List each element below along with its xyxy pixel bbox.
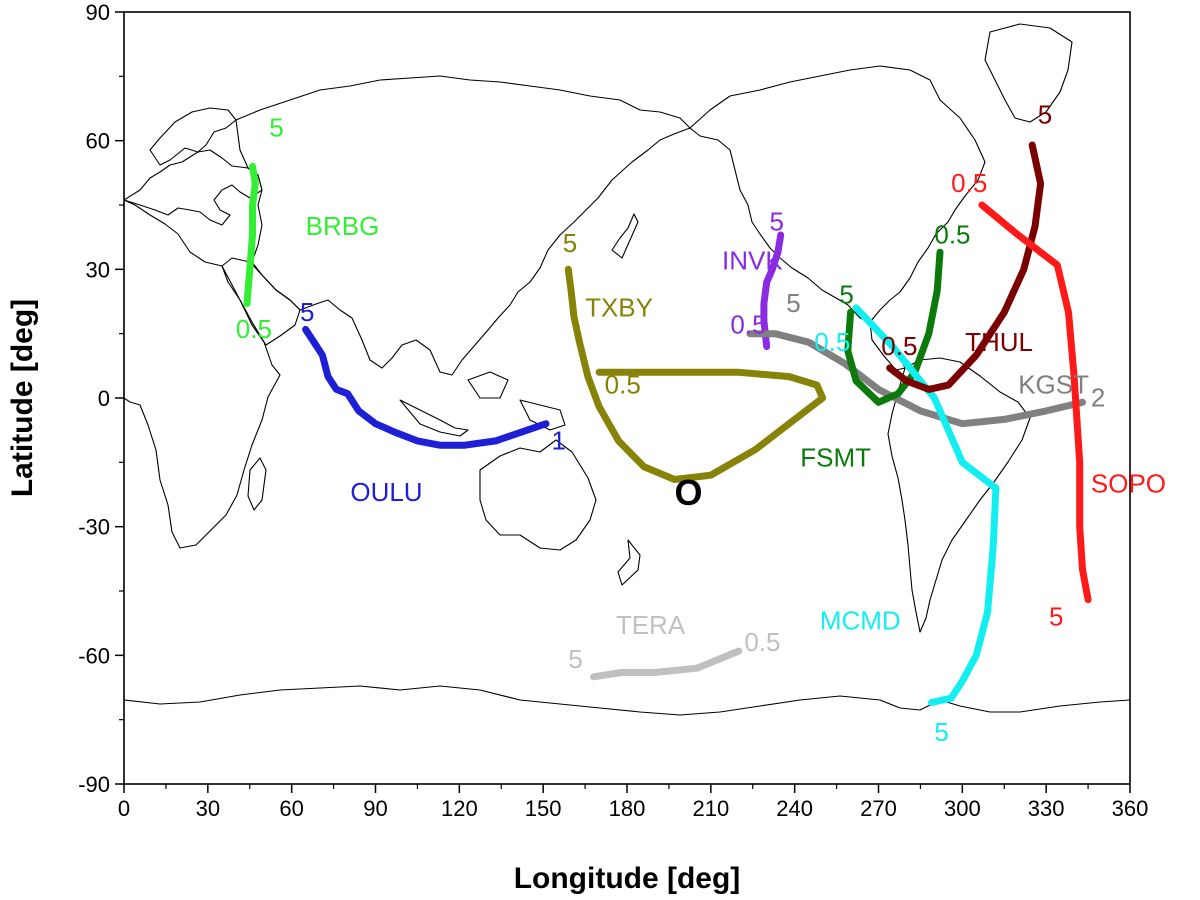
station-label-invk: INVK bbox=[722, 245, 783, 275]
coastline-south-america bbox=[887, 357, 1031, 633]
rigidity-label-brbg: 5 bbox=[269, 112, 283, 142]
rigidity-label-invk: 0.5 bbox=[730, 310, 766, 340]
x-tick-label: 180 bbox=[609, 796, 646, 821]
rigidity-label-mcmd: 5 bbox=[934, 717, 948, 747]
track-thul bbox=[886, 141, 1045, 393]
y-tick-label: -90 bbox=[78, 772, 110, 797]
y-tick-label: 0 bbox=[98, 386, 110, 411]
origin-label: O bbox=[674, 472, 702, 513]
track-sopo bbox=[978, 201, 1092, 604]
coastline-new-zealand bbox=[617, 539, 641, 586]
station-label-fsmt: FSMT bbox=[800, 443, 871, 473]
track-invk bbox=[760, 231, 785, 350]
track-tera bbox=[590, 647, 743, 681]
rigidity-label-sopo: 0.5 bbox=[951, 168, 987, 198]
coastline-greenland bbox=[984, 23, 1073, 123]
coastline-map bbox=[124, 23, 1130, 716]
x-tick-label: 90 bbox=[363, 796, 387, 821]
station-label-sopo: SOPO bbox=[1091, 468, 1166, 498]
rigidity-label-oulu: 5 bbox=[300, 297, 314, 327]
coastline-indonesia bbox=[399, 371, 566, 437]
axis-ticks: 0 30 60 90 120 150 180 210 240 270 300 330 360906030… bbox=[78, 0, 1148, 821]
x-tick-label: 120 bbox=[441, 796, 478, 821]
station-label-oulu: OULU bbox=[350, 477, 422, 507]
rigidity-label-kgst: 2 bbox=[1091, 383, 1105, 413]
coastline-asia bbox=[235, 75, 691, 376]
track-kgst bbox=[746, 330, 1086, 428]
rigidity-label-fsmt: 0.5 bbox=[934, 220, 970, 250]
track-brbg bbox=[243, 162, 259, 308]
coastline-antarctica bbox=[124, 685, 1130, 716]
rigidity-label-invk: 5 bbox=[770, 207, 784, 237]
x-tick-label: 330 bbox=[1028, 796, 1065, 821]
track-oulu bbox=[302, 325, 550, 449]
x-tick-label: 300 bbox=[944, 796, 981, 821]
track-mcmd bbox=[852, 304, 1000, 706]
y-axis-title: Latitude [deg] bbox=[6, 299, 39, 497]
track-fsmt bbox=[844, 248, 944, 406]
x-tick-label: 60 bbox=[279, 796, 303, 821]
rigidity-label-txby: 0.5 bbox=[605, 370, 641, 400]
rigidity-label-txby: 5 bbox=[563, 228, 577, 258]
y-tick-label: -30 bbox=[78, 515, 110, 540]
y-tick-label: 60 bbox=[86, 129, 110, 154]
coastline-europe bbox=[124, 149, 263, 226]
x-tick-label: 360 bbox=[1112, 796, 1149, 821]
rigidity-label-thul: 5 bbox=[1038, 100, 1052, 130]
rigidity-label-oulu: 1 bbox=[552, 425, 566, 455]
x-tick-label: 270 bbox=[860, 796, 897, 821]
coastline-australia bbox=[479, 439, 597, 551]
y-tick-label: 30 bbox=[86, 257, 110, 282]
station-label-thul: THUL bbox=[965, 327, 1033, 357]
rigidity-label-kgst: 5 bbox=[786, 288, 800, 318]
trajectory-series bbox=[243, 141, 1092, 706]
x-tick-label: 0 bbox=[118, 796, 130, 821]
trajectory-labels: BRBG50.5OULU51TXBY50.5INVK50.5KGST52FSMT… bbox=[236, 100, 1166, 748]
station-label-brbg: BRBG bbox=[306, 211, 380, 241]
y-tick-label: 90 bbox=[86, 0, 110, 25]
rigidity-label-tera: 5 bbox=[568, 644, 582, 674]
coastline-north-america bbox=[689, 65, 986, 323]
station-label-tera: TERA bbox=[616, 610, 686, 640]
x-tick-label: 30 bbox=[196, 796, 220, 821]
x-tick-label: 240 bbox=[776, 796, 813, 821]
track-txby bbox=[564, 265, 827, 483]
rigidity-label-brbg: 0.5 bbox=[236, 314, 272, 344]
rigidity-label-thul: 0.5 bbox=[881, 331, 917, 361]
x-axis-title: Longitude [deg] bbox=[514, 862, 741, 895]
rigidity-label-sopo: 5 bbox=[1049, 601, 1063, 631]
rigidity-label-mcmd: 0.5 bbox=[814, 327, 850, 357]
rigidity-label-fsmt: 5 bbox=[839, 280, 853, 310]
coastline-japan bbox=[611, 213, 639, 259]
coastline-africa bbox=[124, 199, 281, 549]
x-tick-label: 150 bbox=[525, 796, 562, 821]
station-label-txby: TXBY bbox=[585, 293, 653, 323]
station-label-mcmd: MCMD bbox=[820, 606, 901, 636]
x-tick-label: 210 bbox=[692, 796, 729, 821]
coastline-scandinavia bbox=[149, 107, 237, 166]
coastline-madagascar bbox=[247, 457, 267, 511]
y-tick-label: -60 bbox=[78, 643, 110, 668]
rigidity-label-tera: 0.5 bbox=[744, 627, 780, 657]
station-label-kgst: KGST bbox=[1018, 370, 1089, 400]
